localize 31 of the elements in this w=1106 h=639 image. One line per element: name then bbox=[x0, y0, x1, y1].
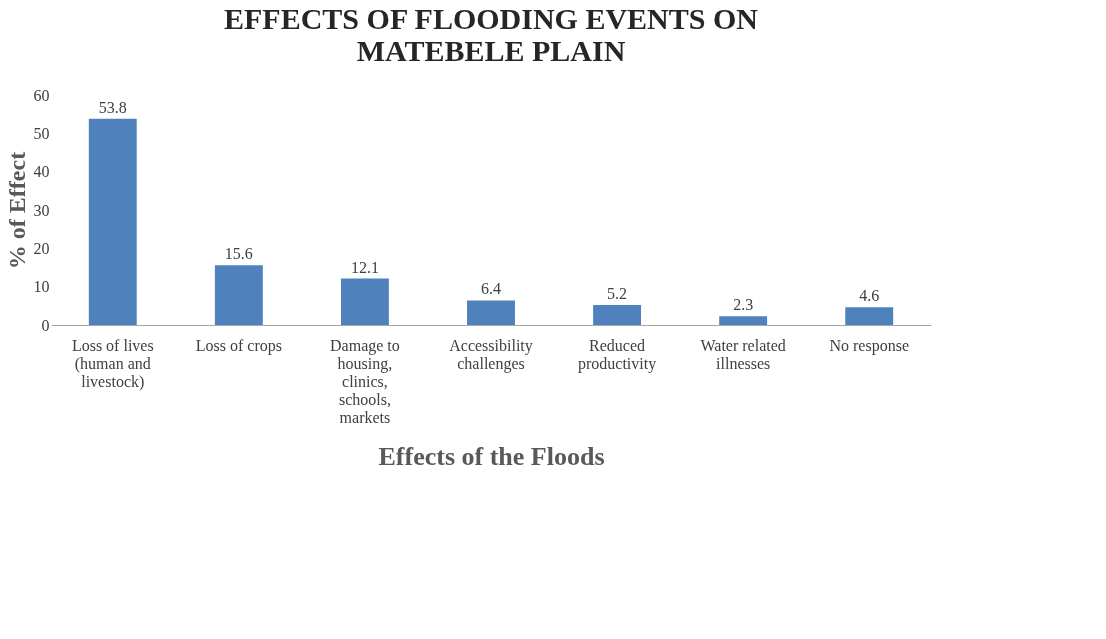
bar bbox=[340, 278, 389, 325]
x-tick-label: Loss of lives (human and livestock) bbox=[71, 336, 154, 391]
y-tick-label: 50 bbox=[33, 124, 50, 142]
data-label: 6.4 bbox=[481, 280, 501, 298]
x-tick-label: Reduced productivity bbox=[577, 336, 657, 373]
x-tick-label: Loss of crops bbox=[195, 336, 282, 355]
y-tick-label: 30 bbox=[33, 201, 50, 219]
x-axis-title: Effects of the Floods bbox=[378, 441, 605, 471]
y-tick-label: 60 bbox=[33, 86, 50, 104]
data-label: 15.6 bbox=[224, 245, 253, 263]
y-tick-label: 20 bbox=[33, 239, 50, 257]
data-label: 2.3 bbox=[733, 296, 754, 314]
bar bbox=[467, 300, 515, 325]
data-label: 53.8 bbox=[98, 98, 127, 116]
bar bbox=[719, 316, 768, 325]
bar bbox=[845, 307, 894, 325]
x-tick-label: Damage to housing, clinics, schools, markets bbox=[330, 336, 400, 426]
y-tick-label: 10 bbox=[33, 278, 50, 296]
bar bbox=[214, 265, 263, 325]
data-label: 12.1 bbox=[350, 258, 379, 276]
y-tick-label: 40 bbox=[33, 163, 50, 181]
bar bbox=[88, 118, 137, 325]
data-label: 5.2 bbox=[607, 285, 628, 303]
chart-title: EFFECTS OF FLOODING EVENTS ON MATEBELE PLAIN bbox=[224, 2, 759, 67]
data-label: 4.6 bbox=[859, 287, 880, 305]
bar bbox=[593, 305, 642, 325]
x-tick-label: No response bbox=[829, 336, 909, 355]
y-axis-title: % of Effect bbox=[3, 151, 30, 270]
x-tick-label: Accessibility challenges bbox=[449, 336, 533, 373]
x-tick-label: Water related illnesses bbox=[700, 336, 786, 372]
y-tick-label: 0 bbox=[41, 316, 50, 334]
